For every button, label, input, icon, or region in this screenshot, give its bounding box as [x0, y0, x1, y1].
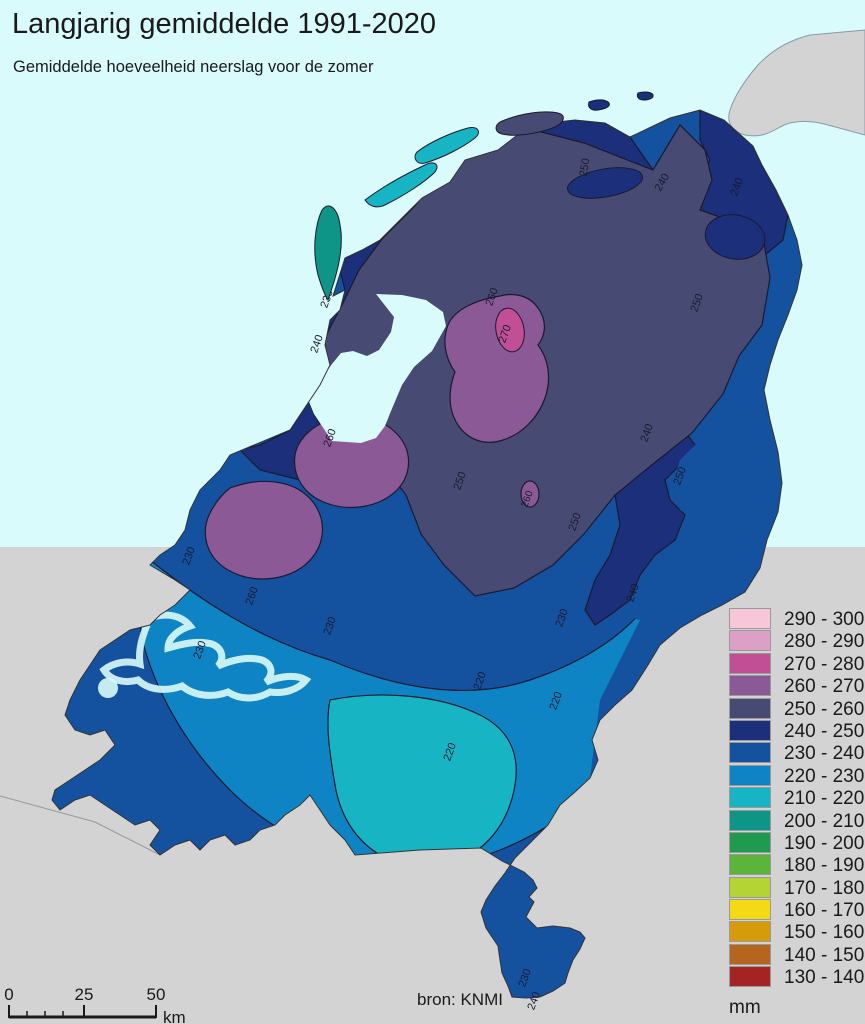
svg-text:240: 240 — [308, 333, 326, 354]
